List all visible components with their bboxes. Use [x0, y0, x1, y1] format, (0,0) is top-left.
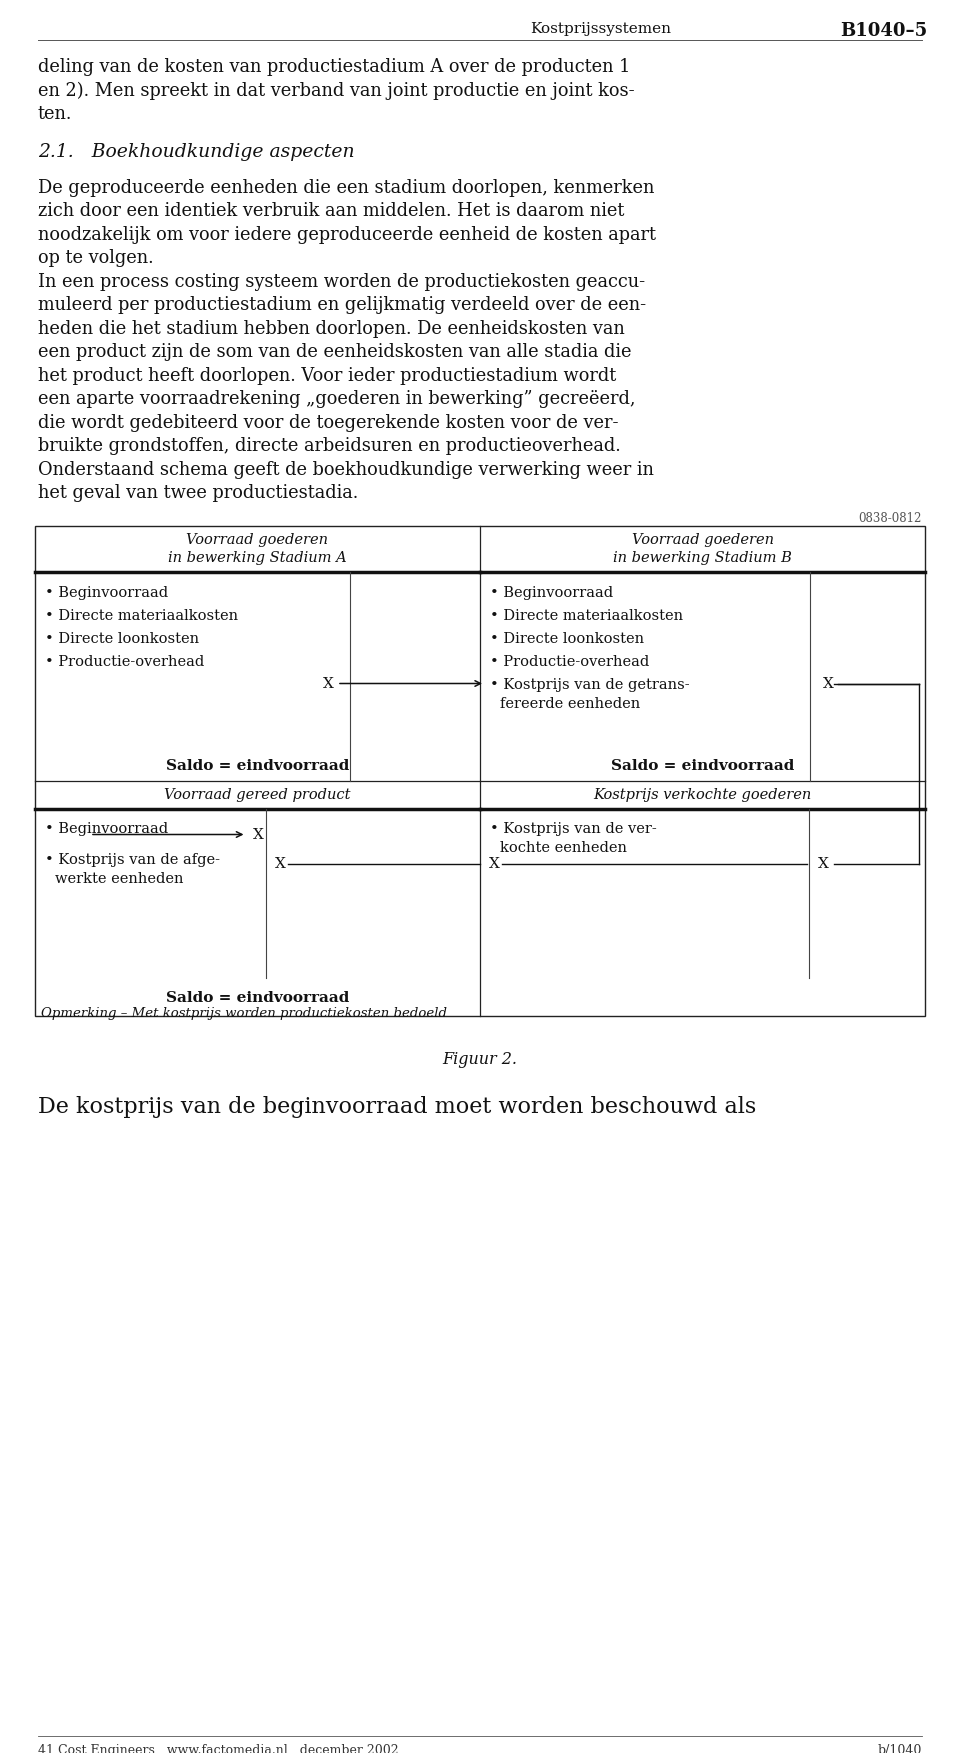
Text: Saldo = eindvoorraad: Saldo = eindvoorraad [611, 759, 794, 773]
Text: Saldo = eindvoorraad: Saldo = eindvoorraad [166, 990, 349, 1004]
Text: op te volgen.: op te volgen. [38, 249, 154, 266]
Text: Figuur 2.: Figuur 2. [443, 1050, 517, 1068]
Text: X: X [323, 677, 333, 691]
Text: • Directe materiaalkosten: • Directe materiaalkosten [45, 608, 238, 622]
Text: Kostprijs verkochte goederen: Kostprijs verkochte goederen [593, 787, 811, 801]
Text: B1040–5: B1040–5 [840, 23, 927, 40]
Text: 2.1.   Boekhoudkundige aspecten: 2.1. Boekhoudkundige aspecten [38, 142, 354, 161]
Text: een product zijn de som van de eenheidskosten van alle stadia die: een product zijn de som van de eenheidsk… [38, 344, 632, 361]
Text: Onderstaand schema geeft de boekhoudkundige verwerking weer in: Onderstaand schema geeft de boekhoudkund… [38, 461, 654, 479]
Bar [35, 526, 925, 1015]
Text: Saldo = eindvoorraad: Saldo = eindvoorraad [166, 759, 349, 773]
Text: ten.: ten. [38, 105, 72, 123]
Text: X: X [253, 827, 264, 841]
Text: 0838-0812: 0838-0812 [858, 512, 922, 524]
Text: • Directe materiaalkosten: • Directe materiaalkosten [490, 608, 684, 622]
Text: Opmerking – Met kostprijs worden productiekosten bedoeld: Opmerking – Met kostprijs worden product… [41, 1006, 447, 1020]
Text: 41 Cost Engineers   www.factomedia.nl   december 2002: 41 Cost Engineers www.factomedia.nl dece… [38, 1744, 398, 1753]
Text: • Productie-overhead: • Productie-overhead [45, 654, 204, 668]
Text: X: X [818, 857, 828, 871]
Text: Voorraad gereed product: Voorraad gereed product [164, 787, 350, 801]
Text: die wordt gedebiteerd voor de toegerekende kosten voor de ver-: die wordt gedebiteerd voor de toegereken… [38, 414, 618, 431]
Text: bruikte grondstoffen, directe arbeidsuren en productieoverhead.: bruikte grondstoffen, directe arbeidsure… [38, 436, 621, 456]
Text: zich door een identiek verbruik aan middelen. Het is daarom niet: zich door een identiek verbruik aan midd… [38, 202, 624, 219]
Text: • Kostprijs van de getrans-: • Kostprijs van de getrans- [490, 677, 689, 691]
Text: en 2). Men spreekt in dat verband van joint productie en joint kos-: en 2). Men spreekt in dat verband van jo… [38, 81, 635, 100]
Text: • Kostprijs van de ver-: • Kostprijs van de ver- [490, 822, 657, 836]
Text: X: X [275, 857, 286, 871]
Text: Kostprijssystemen: Kostprijssystemen [530, 23, 671, 37]
Text: heden die het stadium hebben doorlopen. De eenheidskosten van: heden die het stadium hebben doorlopen. … [38, 319, 625, 338]
Text: b/1040: b/1040 [877, 1744, 922, 1753]
Text: X: X [489, 857, 499, 871]
Text: Voorraad goederen
in bewerking Stadium A: Voorraad goederen in bewerking Stadium A [168, 533, 347, 564]
Text: • Beginvoorraad: • Beginvoorraad [45, 822, 168, 836]
Text: X: X [823, 677, 833, 691]
Text: fereerde eenheden: fereerde eenheden [500, 696, 640, 710]
Text: kochte eenheden: kochte eenheden [500, 840, 627, 854]
Text: De kostprijs van de beginvoorraad moet worden beschouwd als: De kostprijs van de beginvoorraad moet w… [38, 1096, 756, 1118]
Text: • Directe loonkosten: • Directe loonkosten [45, 631, 199, 645]
Text: het product heeft doorlopen. Voor ieder productiestadium wordt: het product heeft doorlopen. Voor ieder … [38, 366, 616, 384]
Text: De geproduceerde eenheden die een stadium doorlopen, kenmerken: De geproduceerde eenheden die een stadiu… [38, 179, 655, 196]
Text: Voorraad goederen
in bewerking Stadium B: Voorraad goederen in bewerking Stadium B [613, 533, 792, 564]
Text: • Beginvoorraad: • Beginvoorraad [45, 586, 168, 600]
Text: • Kostprijs van de afge-: • Kostprijs van de afge- [45, 852, 220, 866]
Text: het geval van twee productiestadia.: het geval van twee productiestadia. [38, 484, 358, 501]
Text: deling van de kosten van productiestadium A over de producten 1: deling van de kosten van productiestadiu… [38, 58, 631, 75]
Text: noodzakelijk om voor iedere geproduceerde eenheid de kosten apart: noodzakelijk om voor iedere geproduceerd… [38, 226, 656, 244]
Text: muleerd per productiestadium en gelijkmatig verdeeld over de een-: muleerd per productiestadium en gelijkma… [38, 296, 646, 314]
Text: werkte eenheden: werkte eenheden [55, 871, 183, 885]
Text: • Beginvoorraad: • Beginvoorraad [490, 586, 613, 600]
Text: • Productie-overhead: • Productie-overhead [490, 654, 649, 668]
Text: • Directe loonkosten: • Directe loonkosten [490, 631, 644, 645]
Text: In een process costing systeem worden de productiekosten geaccu-: In een process costing systeem worden de… [38, 272, 645, 291]
Text: een aparte voorraadrekening „goederen in bewerking” gecreëerd,: een aparte voorraadrekening „goederen in… [38, 389, 636, 408]
